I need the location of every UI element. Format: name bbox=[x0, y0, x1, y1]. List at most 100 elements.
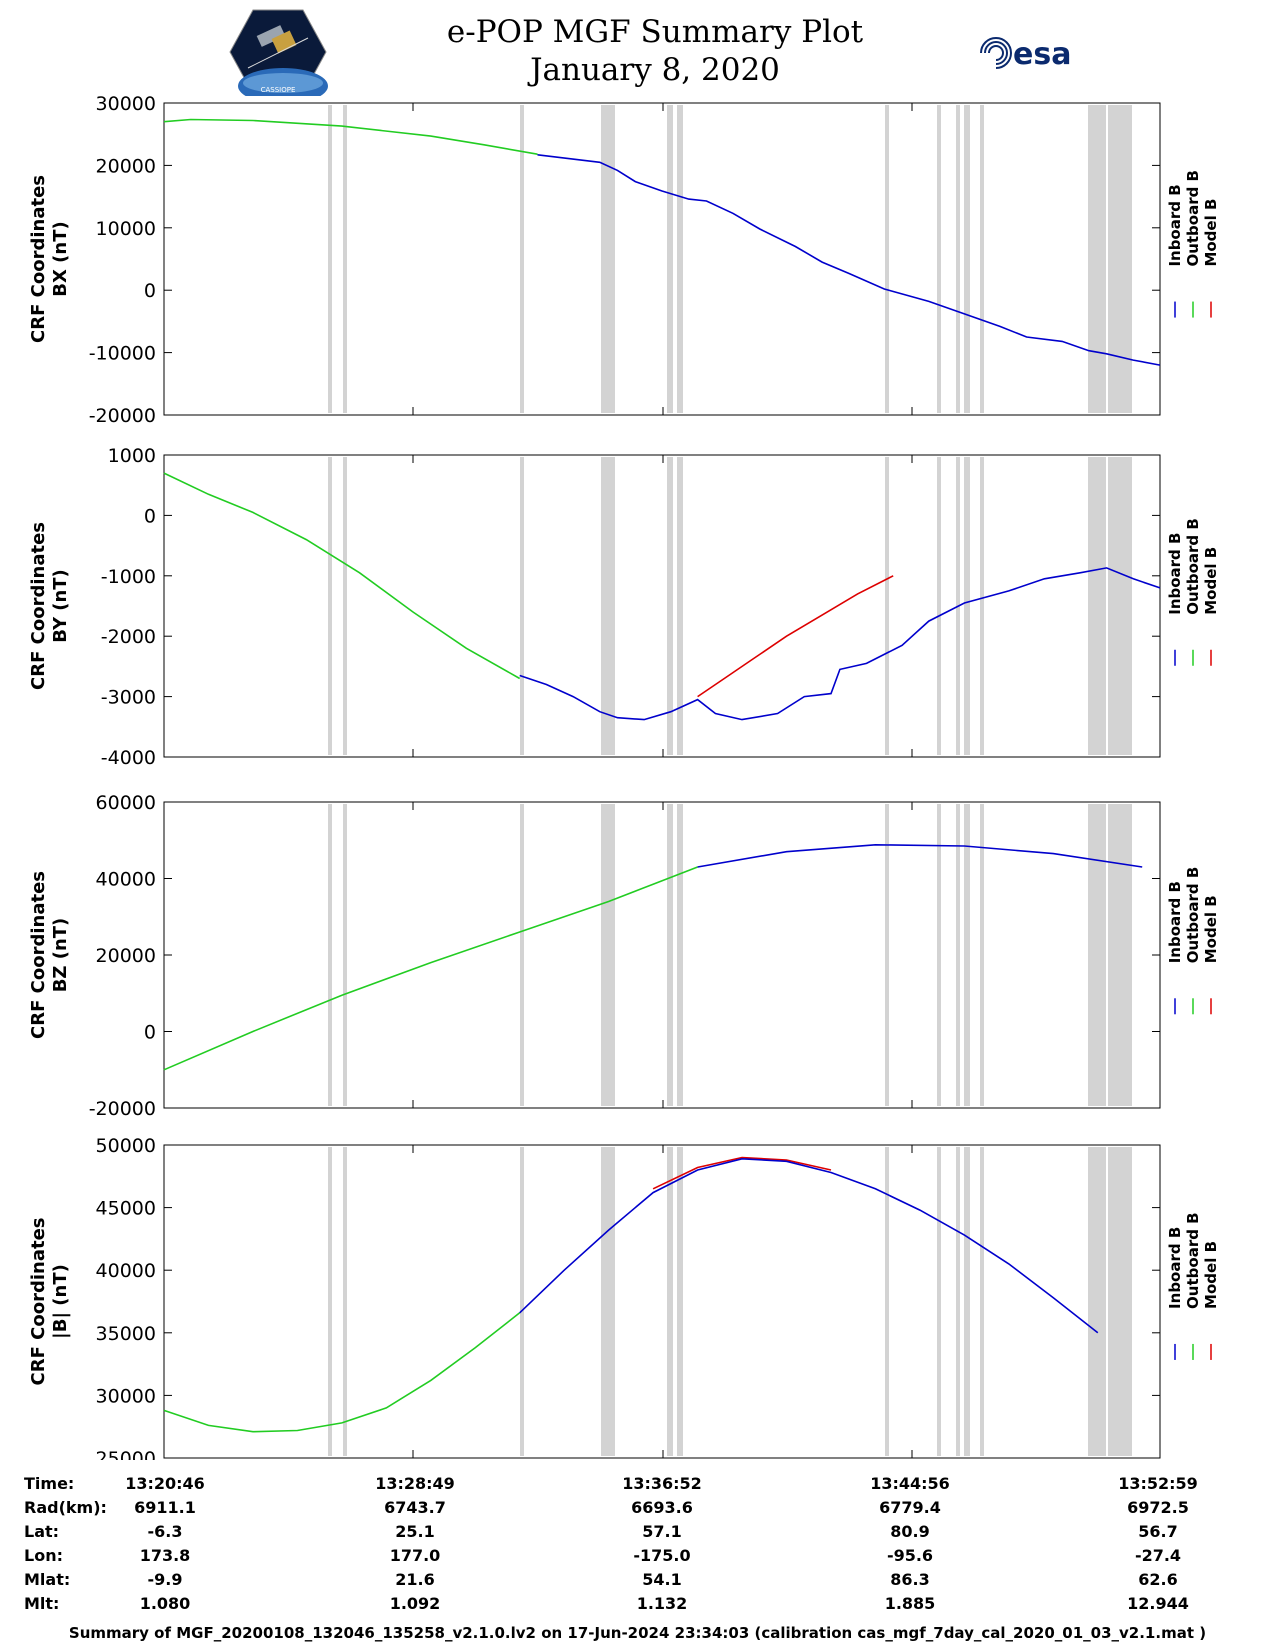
data-gap-band bbox=[1108, 457, 1132, 755]
data-gap-band bbox=[1108, 105, 1132, 413]
y-axis-title-line1: CRF Coordinates bbox=[28, 522, 49, 690]
data-gap-band bbox=[937, 457, 941, 755]
time-value: 13:20:46 bbox=[125, 1474, 205, 1493]
plot-frame bbox=[163, 102, 1161, 416]
data-gap-band bbox=[328, 105, 332, 413]
rad-value: 6972.5 bbox=[1127, 1498, 1189, 1517]
data-gap-band bbox=[980, 1147, 984, 1456]
data-gap-band bbox=[343, 105, 347, 413]
legend-label: Model B bbox=[1202, 895, 1220, 963]
y-tick-label: 0 bbox=[144, 280, 156, 302]
y-tick-label: 10000 bbox=[96, 218, 156, 240]
y-axis-title: CRF CoordinatesBZ (nT) bbox=[28, 871, 71, 1039]
series-inboard-b bbox=[537, 154, 1161, 366]
data-gap-band bbox=[343, 457, 347, 755]
data-gap-band bbox=[980, 105, 984, 413]
legend-label: Model B bbox=[1202, 547, 1220, 615]
data-gap-band bbox=[1088, 804, 1106, 1106]
data-gap-band bbox=[328, 1147, 332, 1456]
data-gap-band bbox=[1088, 457, 1106, 755]
y-tick-label: -1000 bbox=[101, 566, 156, 588]
data-gap-band bbox=[343, 1147, 347, 1456]
plot-frame bbox=[163, 454, 1161, 758]
y-axis-title-line2: |B| (nT) bbox=[50, 1264, 71, 1339]
data-gap-band bbox=[964, 804, 970, 1106]
y-tick-label: 30000 bbox=[96, 93, 156, 115]
data-gap-band bbox=[520, 457, 524, 755]
data-gap-band bbox=[667, 804, 673, 1106]
data-gap-band bbox=[964, 457, 970, 755]
cassiope-logo-text: CASSIOPE bbox=[261, 86, 296, 94]
y-tick-label: 40000 bbox=[96, 1260, 156, 1282]
info-label-rad: Rad(km): bbox=[24, 1498, 107, 1517]
mlt-value: 12.944 bbox=[1127, 1594, 1189, 1613]
mlat-value: -9.9 bbox=[147, 1570, 183, 1589]
orbit-info-table: Time: Rad(km): Lat: Lon: Mlat: Mlt: 13:2… bbox=[0, 1462, 1275, 1613]
lon-value: 177.0 bbox=[389, 1546, 441, 1565]
esa-logo: esa bbox=[975, 32, 1095, 74]
panel-4: 50000 45000 40000 35000 30000 25000 CRF Coordi… bbox=[28, 1135, 1220, 1460]
data-gap-band bbox=[964, 1147, 970, 1456]
series-inboard-b bbox=[697, 843, 1143, 868]
data-gap-band bbox=[677, 457, 683, 755]
data-gap-band bbox=[937, 1147, 941, 1456]
y-tick-label: 60000 bbox=[96, 792, 156, 814]
lon-value: -95.6 bbox=[886, 1546, 934, 1565]
data-gap-band bbox=[601, 804, 615, 1106]
lon-value: -175.0 bbox=[633, 1546, 691, 1565]
legend-label: Inboard B bbox=[1166, 1227, 1184, 1309]
panel-3: 60000 40000 20000 0 -20000 CRF CoordinatesBZ … bbox=[28, 792, 1220, 1120]
time-value: 13:36:52 bbox=[622, 1474, 702, 1493]
y-tick-label: -2000 bbox=[101, 626, 156, 648]
info-label-lon: Lon: bbox=[24, 1546, 63, 1565]
plot-date: January 8, 2020 bbox=[530, 52, 780, 88]
time-value: 13:44:56 bbox=[870, 1474, 950, 1493]
series-outboard-b bbox=[163, 1312, 521, 1433]
mlt-value: 1.092 bbox=[389, 1594, 441, 1613]
legend-label: Inboard B bbox=[1166, 881, 1184, 963]
y-axis-title-line1: CRF Coordinates bbox=[28, 175, 49, 343]
mlat-value: 86.3 bbox=[890, 1570, 930, 1589]
mlat-value: 54.1 bbox=[642, 1570, 682, 1589]
data-gap-band bbox=[520, 1147, 524, 1456]
rad-value: 6779.4 bbox=[879, 1498, 941, 1517]
mlt-value: 1.132 bbox=[636, 1594, 688, 1613]
y-axis-title: CRF CoordinatesBX (nT) bbox=[28, 175, 71, 343]
data-gap-band bbox=[601, 457, 615, 755]
y-tick-label: 30000 bbox=[96, 1385, 156, 1407]
data-gap-band bbox=[677, 105, 683, 413]
y-tick-label: 45000 bbox=[96, 1198, 156, 1220]
panel-1: 30000 20000 10000 0 -10000 -20000 CRF Coordina… bbox=[28, 93, 1220, 427]
y-axis-title-line1: CRF Coordinates bbox=[28, 1218, 49, 1386]
plot-frame bbox=[163, 801, 1161, 1109]
cassiope-logo: CASSIOPE bbox=[228, 8, 328, 104]
rad-value: 6911.1 bbox=[134, 1498, 196, 1517]
y-tick-label: 50000 bbox=[96, 1135, 156, 1157]
data-gap-band bbox=[980, 457, 984, 755]
y-tick-label: 1000 bbox=[108, 445, 156, 467]
y-axis-title-line2: BY (nT) bbox=[50, 569, 71, 643]
data-gap-band bbox=[980, 804, 984, 1106]
data-gap-band bbox=[937, 105, 941, 413]
mlt-value: 1.885 bbox=[884, 1594, 936, 1613]
y-axis-title-line2: BZ (nT) bbox=[50, 918, 71, 993]
legend-label: Outboard B bbox=[1184, 518, 1202, 615]
mlt-value: 1.080 bbox=[139, 1594, 191, 1613]
legend-label: Outboard B bbox=[1184, 1212, 1202, 1309]
data-gap-band bbox=[885, 1147, 889, 1456]
mlat-value: 62.6 bbox=[1138, 1570, 1178, 1589]
data-gap-band bbox=[328, 804, 332, 1106]
y-tick-label: 35000 bbox=[96, 1323, 156, 1345]
data-gap-band bbox=[520, 804, 524, 1106]
plot-frame bbox=[163, 1144, 1161, 1459]
data-gap-band bbox=[328, 457, 332, 755]
data-gap-band bbox=[885, 105, 889, 413]
y-tick-label: -4000 bbox=[101, 747, 156, 769]
data-gap-band bbox=[1108, 804, 1132, 1106]
footer-caption: Summary of MGF_20200108_132046_135258_v2… bbox=[68, 1624, 1207, 1642]
data-gap-band bbox=[1108, 1147, 1132, 1456]
info-label-mlat: Mlat: bbox=[24, 1570, 71, 1589]
esa-logo-text: esa bbox=[1013, 37, 1071, 72]
data-gap-band bbox=[956, 1147, 960, 1456]
